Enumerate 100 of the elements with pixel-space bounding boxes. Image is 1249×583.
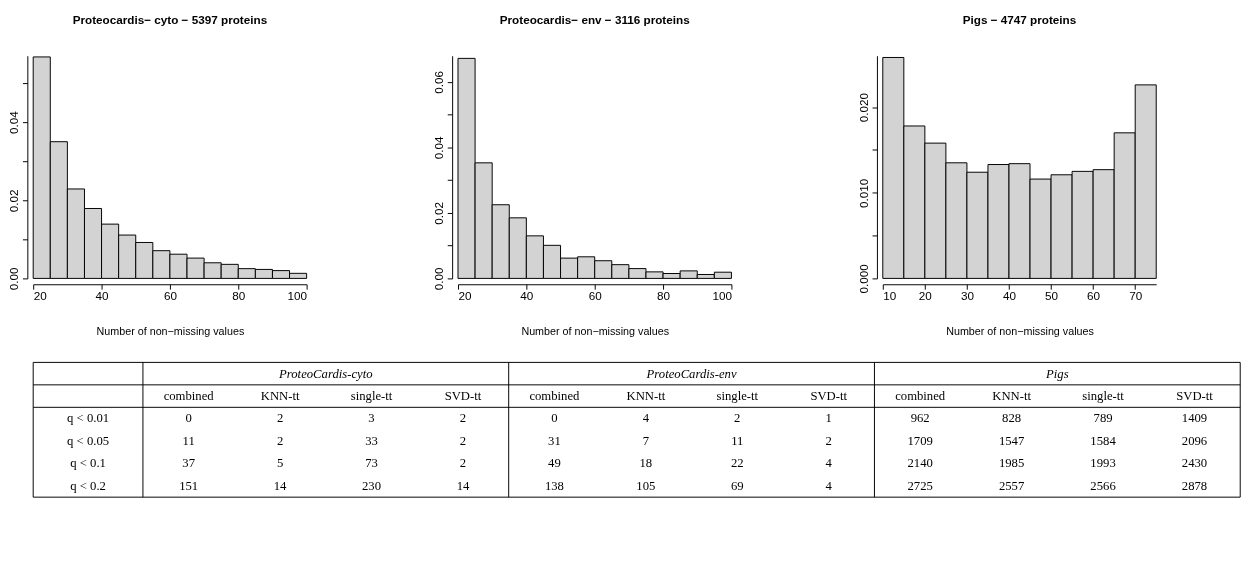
text: 1: [825, 411, 832, 426]
x-tick-label: 100: [287, 289, 308, 303]
text: ProteoCardis-cyto: [278, 366, 373, 381]
text: 2: [459, 411, 467, 426]
text: 1409: [1181, 411, 1208, 426]
x-tick-label: 10: [883, 289, 897, 303]
text: 105: [636, 478, 656, 493]
text: 11: [182, 433, 195, 448]
x-tick-label: 40: [95, 289, 110, 303]
category-label: KNN-tt: [260, 388, 300, 403]
y-tick-label: 0.010: [856, 178, 870, 208]
x-tick-label: 40: [520, 289, 534, 303]
text: 4: [642, 411, 650, 426]
text: 31: [548, 433, 561, 448]
category-label: combined: [529, 388, 581, 403]
text: 33: [365, 433, 378, 448]
text: 2566: [1090, 478, 1116, 493]
text: 2096: [1181, 433, 1208, 448]
category-label: single-tt: [1082, 388, 1125, 403]
text: 2: [276, 433, 284, 448]
text: 2557: [998, 478, 1025, 493]
text: 0: [185, 411, 192, 426]
category-label: q < 0.2: [70, 478, 106, 493]
text: Pigs: [1045, 366, 1069, 381]
x-tick-label: 30: [960, 289, 975, 303]
y-tick-label: 0.02: [7, 189, 21, 213]
x-tick-label: 100: [712, 289, 733, 303]
category-label: combined: [895, 388, 946, 403]
text: 4: [825, 478, 832, 493]
text: 22: [730, 456, 744, 471]
y-tick-label: 0.02: [431, 202, 445, 225]
x-tick-label: 50: [1045, 289, 1059, 303]
text: 11: [731, 433, 744, 448]
text: 1709: [907, 433, 933, 448]
category-label: q < 0.1: [70, 456, 106, 471]
text: 2: [276, 411, 284, 426]
text: 151: [179, 478, 199, 493]
text: 5: [276, 456, 284, 471]
text: 2: [825, 433, 832, 448]
x-tick-label: 70: [1129, 289, 1143, 303]
x-tick-label: 60: [1087, 289, 1101, 303]
category-label: KNN-tt: [992, 388, 1032, 403]
text: 37: [182, 456, 195, 471]
y-tick-label: 0.00: [431, 267, 445, 291]
category-label: single-tt: [716, 388, 759, 403]
category-label: KNN-tt: [626, 388, 666, 403]
text: 1584: [1090, 433, 1116, 448]
text: 1985: [998, 456, 1025, 471]
text: 14: [456, 478, 470, 493]
x-tick-label: 20: [458, 289, 472, 303]
y-tick-label: 0.000: [856, 263, 870, 294]
text: 14: [273, 478, 287, 493]
category-label: single-tt: [350, 388, 393, 403]
category-label: q < 0.05: [67, 433, 110, 448]
text: 69: [730, 478, 744, 493]
y-tick-label: 0.04: [7, 110, 21, 135]
text: 828: [1002, 411, 1022, 426]
x-tick-label: 60: [588, 289, 603, 303]
text: 2140: [907, 456, 933, 471]
text: 2: [459, 456, 467, 471]
text: 962: [910, 411, 930, 426]
text: 4: [825, 456, 832, 471]
category-label: SVD-tt: [444, 388, 482, 403]
text: 1993: [1090, 456, 1116, 471]
text: 2430: [1181, 456, 1208, 471]
chart-title: Proteocardis− cyto − 5397 proteins: [72, 12, 268, 26]
text: 2: [734, 411, 741, 426]
text: 49: [548, 456, 561, 471]
text: 73: [365, 456, 378, 471]
category-label: SVD-tt: [810, 388, 848, 403]
text: ProteoCardis-env: [645, 366, 737, 381]
x-tick-label: 20: [918, 289, 933, 303]
text: 0: [551, 411, 558, 426]
x-tick-label: 60: [163, 289, 178, 303]
category-label: combined: [163, 388, 215, 403]
text: 2: [459, 433, 467, 448]
text: 3: [368, 411, 375, 426]
text: 18: [639, 456, 653, 471]
y-tick-label: 0.04: [431, 136, 445, 160]
chart-title: Proteocardis− env − 3116 proteins: [499, 12, 691, 26]
x-tick-label: 40: [1002, 289, 1017, 303]
x-axis-title: Number of non−missing values: [521, 324, 670, 337]
text: 2725: [907, 478, 933, 493]
text: 1547: [998, 433, 1025, 448]
y-tick-label: 0.00: [7, 267, 21, 291]
x-tick-label: 80: [232, 289, 246, 303]
text: 7: [642, 433, 650, 448]
chart-title: Pigs − 4747 proteins: [962, 12, 1077, 26]
category-label: q < 0.01: [67, 411, 110, 426]
y-tick-label: 0.020: [856, 92, 870, 123]
x-tick-label: 20: [33, 289, 48, 303]
x-tick-label: 80: [657, 289, 671, 303]
text: 2878: [1181, 478, 1208, 493]
text: 789: [1093, 411, 1113, 426]
text: 230: [362, 478, 382, 493]
category-label: SVD-tt: [1176, 388, 1214, 403]
y-tick-label: 0.06: [431, 71, 445, 94]
x-axis-title: Number of non−missing values: [96, 324, 245, 337]
text: 138: [544, 478, 564, 493]
x-axis-title: Number of non−missing values: [946, 324, 1094, 337]
